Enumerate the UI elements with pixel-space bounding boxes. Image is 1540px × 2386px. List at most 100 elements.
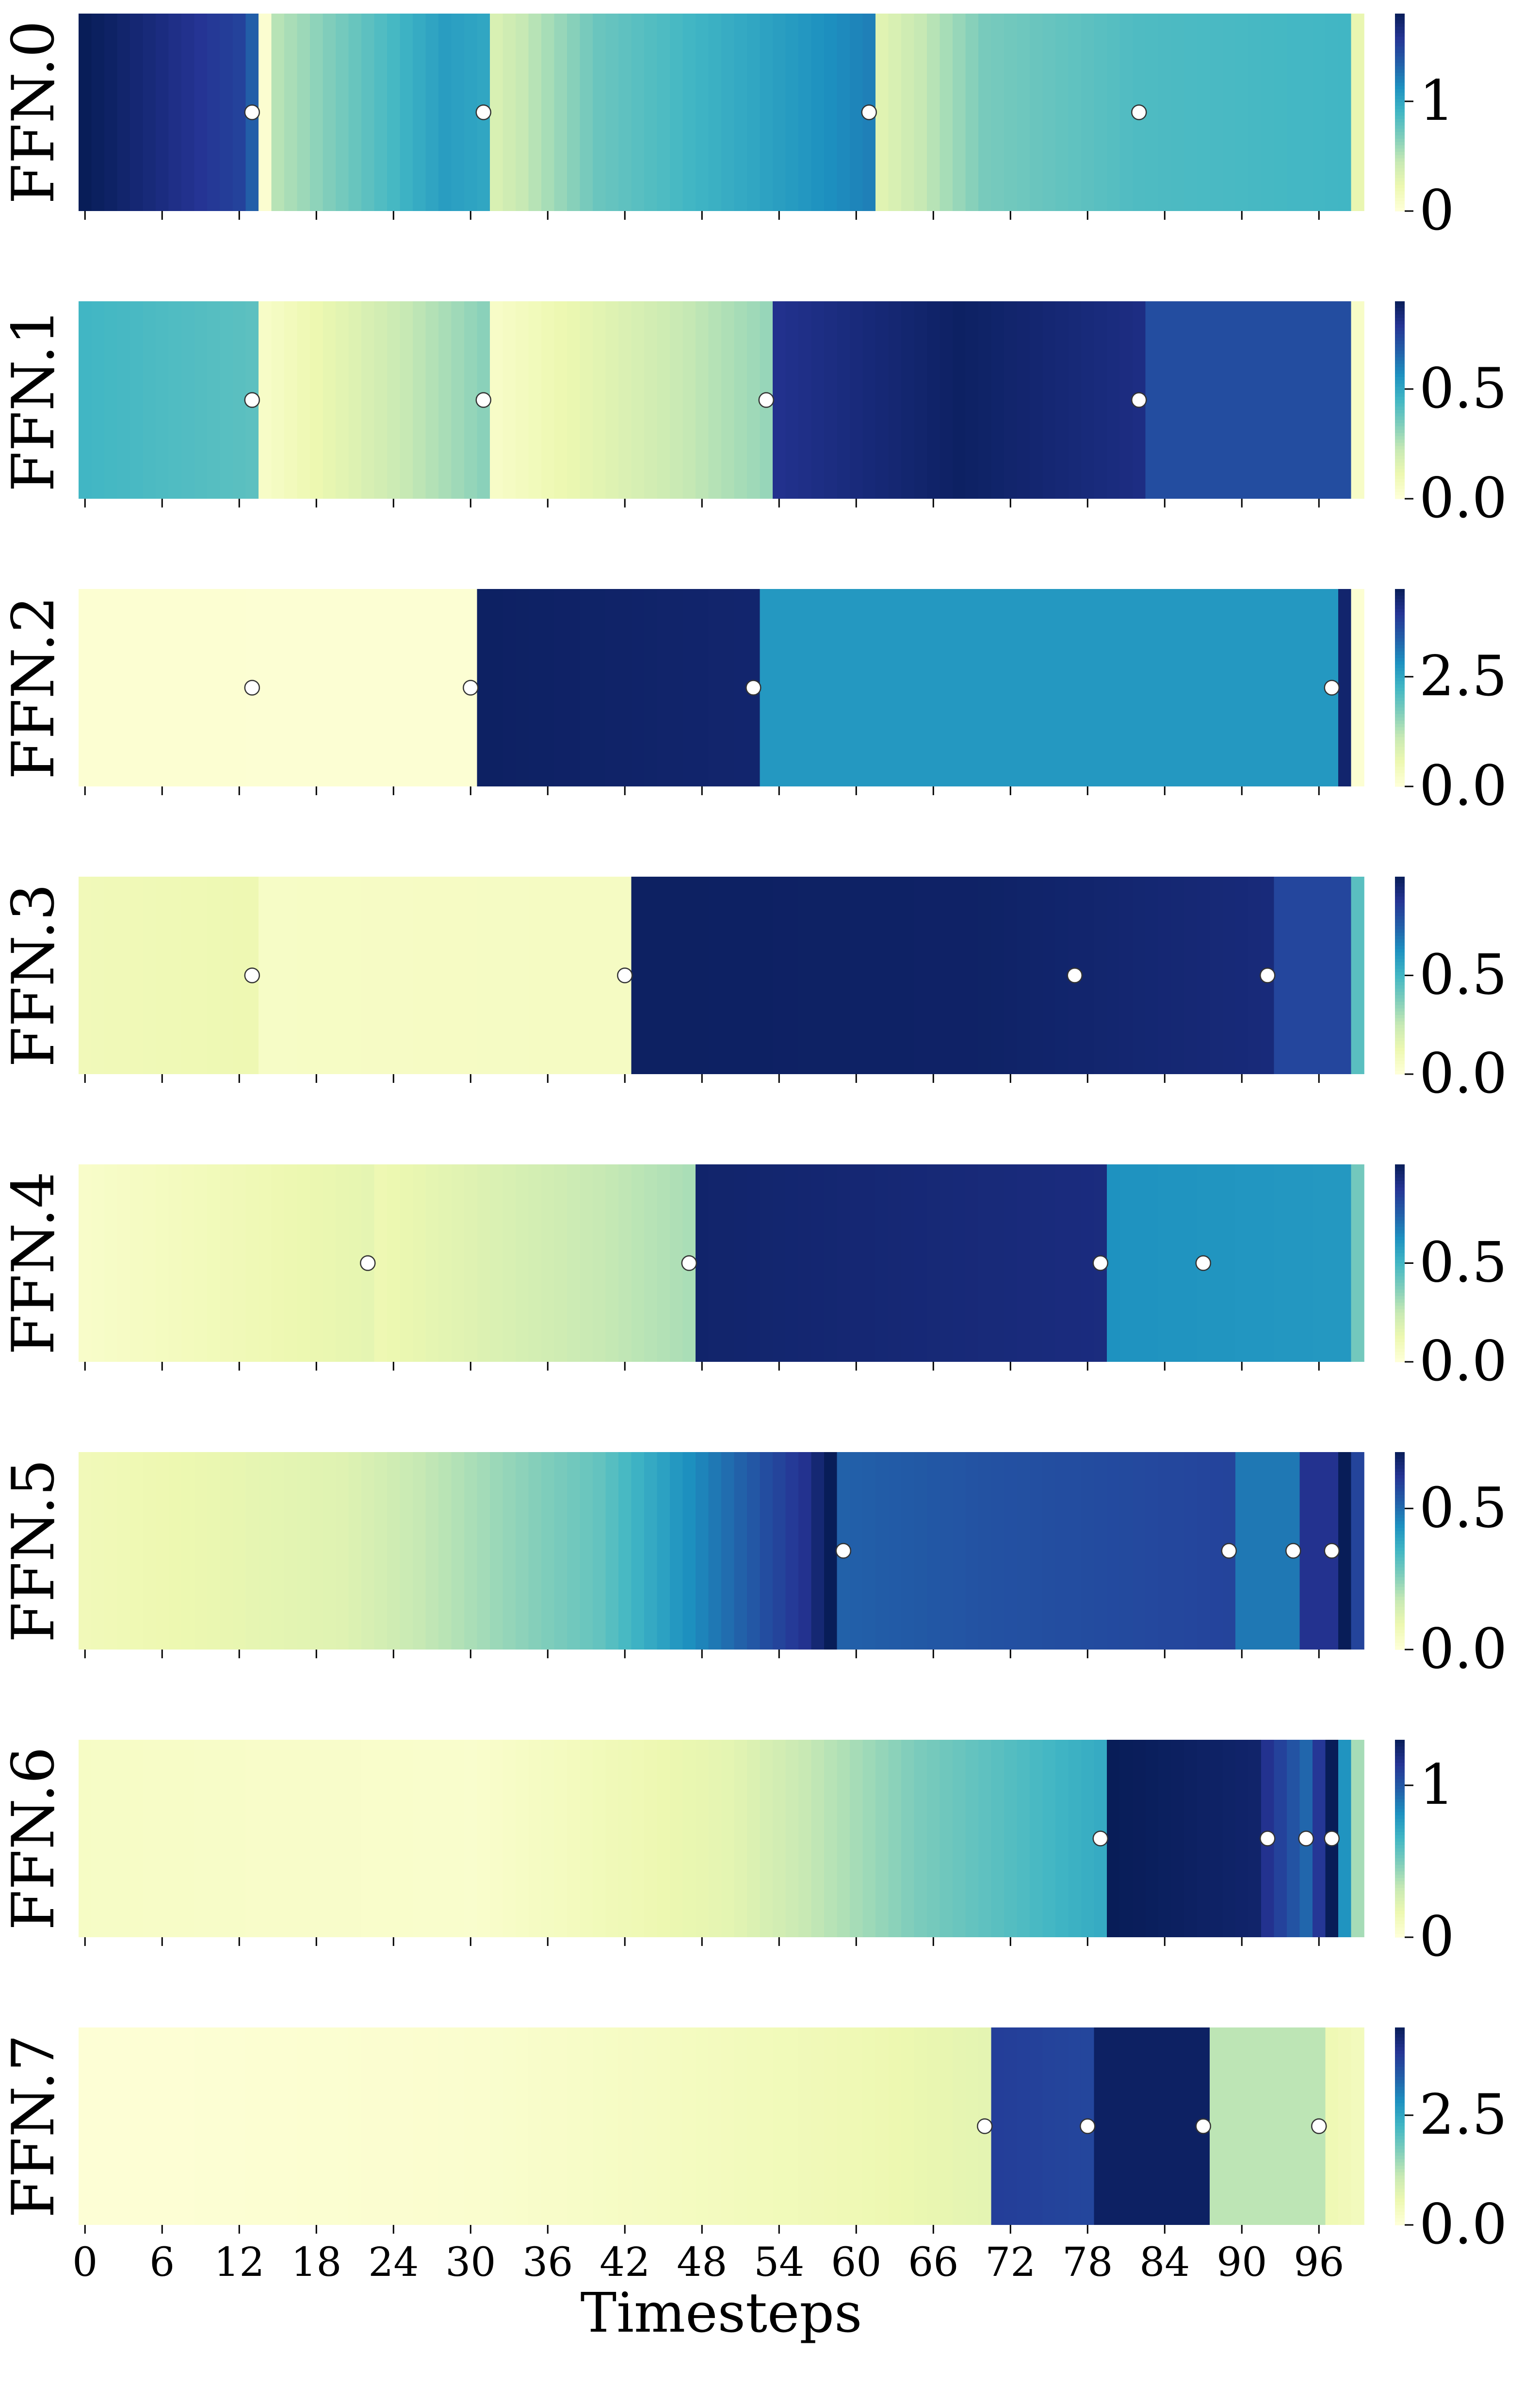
colorbar-segment xyxy=(1395,92,1405,97)
heatmap-cell xyxy=(785,877,799,1074)
change-point-marker xyxy=(1324,680,1340,696)
heatmap-cell xyxy=(862,1740,876,1937)
heatmap-cell xyxy=(991,589,1005,786)
colorbar-segment xyxy=(1395,1270,1405,1274)
heatmap-cell xyxy=(696,1164,709,1362)
heatmap-cell xyxy=(1158,1452,1172,1650)
heatmap-cell xyxy=(503,1164,516,1362)
x-tick-label: 0 xyxy=(72,2239,97,2286)
heatmap-cell xyxy=(721,14,735,211)
colorbar-segment xyxy=(1395,1253,1405,1257)
heatmap-cell xyxy=(79,1452,92,1650)
heatmap-cell xyxy=(1325,877,1339,1074)
heatmap-cell xyxy=(400,2027,413,2225)
change-point-marker xyxy=(1131,392,1147,408)
heatmap-cell xyxy=(233,1452,246,1650)
colorbar-segment xyxy=(1395,919,1405,923)
heatmap-cell xyxy=(1235,14,1249,211)
heatmap-cell xyxy=(1351,301,1364,499)
heatmap-cell xyxy=(1351,877,1364,1074)
heatmap-cell xyxy=(516,877,529,1074)
heatmap-cell xyxy=(927,1740,940,1937)
colorbar-segment xyxy=(1395,1511,1405,1515)
colorbar-segment xyxy=(1395,1891,1405,1895)
colorbar-tick-label: 0.5 xyxy=(1419,1230,1507,1295)
heatmap-cell xyxy=(862,877,876,1074)
colorbar-segment xyxy=(1395,357,1405,361)
colorbar-segment xyxy=(1395,331,1405,335)
colorbar-segment xyxy=(1395,1243,1405,1247)
heatmap-cell xyxy=(1313,14,1326,211)
colorbar-segment xyxy=(1395,1600,1405,1604)
heatmap-cell xyxy=(875,877,889,1074)
heatmap-cell xyxy=(580,1452,593,1650)
colorbar-segment xyxy=(1395,204,1405,208)
heatmap-cell xyxy=(1094,14,1107,211)
colorbar-segment xyxy=(1395,2208,1405,2212)
colorbar-segment xyxy=(1395,1171,1405,1175)
heatmap-cell xyxy=(1299,589,1313,786)
colorbar-segment xyxy=(1395,959,1405,963)
colorbar-segment xyxy=(1395,1226,1405,1231)
colorbar-segment xyxy=(1395,886,1405,890)
heatmap-cell xyxy=(1184,589,1198,786)
heatmap-cell xyxy=(1017,2027,1030,2225)
heatmap-cell xyxy=(1158,1164,1172,1362)
colorbar-segment xyxy=(1395,420,1405,424)
heatmap-cell xyxy=(901,14,915,211)
colorbar-segment xyxy=(1395,1560,1405,1565)
heatmap-cell xyxy=(1171,301,1184,499)
heatmap-cell xyxy=(760,589,773,786)
heatmap-cell xyxy=(503,1452,516,1650)
heatmap-cell xyxy=(773,589,786,786)
heatmap-cell xyxy=(811,2027,825,2225)
colorbar-segment xyxy=(1395,1240,1405,1244)
colorbar-segment xyxy=(1395,1785,1405,1790)
colorbar-segment xyxy=(1395,2152,1405,2157)
heatmap-cell xyxy=(1325,1164,1339,1362)
heatmap-cell xyxy=(207,1452,221,1650)
heatmap-cell xyxy=(862,1164,876,1362)
colorbar-segment xyxy=(1395,2123,1405,2127)
colorbar-segment xyxy=(1395,955,1405,960)
colorbar-segment xyxy=(1395,14,1405,17)
colorbar-segment xyxy=(1395,377,1405,381)
heatmap-cell xyxy=(541,2027,555,2225)
heatmap-cell xyxy=(130,1164,144,1362)
heatmap-cell xyxy=(1338,301,1352,499)
colorbar-segment xyxy=(1395,1224,1405,1227)
change-point-marker xyxy=(244,967,260,983)
heatmap-cell xyxy=(554,1740,567,1937)
colorbar-segment xyxy=(1395,195,1405,198)
colorbar-segment xyxy=(1395,1167,1405,1172)
heatmap-cell xyxy=(181,301,195,499)
heatmap-cell xyxy=(91,301,105,499)
heatmap-cell xyxy=(348,14,362,211)
heatmap-cell xyxy=(143,1164,156,1362)
heatmap-cell xyxy=(336,589,349,786)
colorbar-segment xyxy=(1395,632,1405,636)
panel-label: FFN.5 xyxy=(0,1459,67,1642)
colorbar-segment xyxy=(1395,1286,1405,1290)
colorbar-segment xyxy=(1395,2172,1405,2176)
heatmap-cell xyxy=(1094,2027,1107,2225)
heatmap-cell xyxy=(1158,14,1172,211)
colorbar-segment xyxy=(1395,1802,1405,1806)
colorbar-segment xyxy=(1395,416,1405,420)
heatmap-cell xyxy=(580,301,593,499)
heatmap-cell xyxy=(1055,1452,1069,1650)
heatmap-cell xyxy=(220,14,233,211)
colorbar-segment xyxy=(1395,489,1405,493)
colorbar-segment xyxy=(1395,2175,1405,2179)
heatmap-cell xyxy=(593,589,606,786)
colorbar-segment xyxy=(1395,135,1405,139)
panel-label: FFN.2 xyxy=(0,596,67,779)
colorbar-segment xyxy=(1395,1805,1405,1810)
colorbar-segment xyxy=(1395,1177,1405,1181)
heatmap-cell xyxy=(953,1164,966,1362)
colorbar-segment xyxy=(1395,783,1405,787)
colorbar-segment xyxy=(1395,1818,1405,1823)
heatmap-cell xyxy=(490,1740,503,1937)
heatmap-cell xyxy=(875,1164,889,1362)
heatmap-cell xyxy=(682,1452,696,1650)
